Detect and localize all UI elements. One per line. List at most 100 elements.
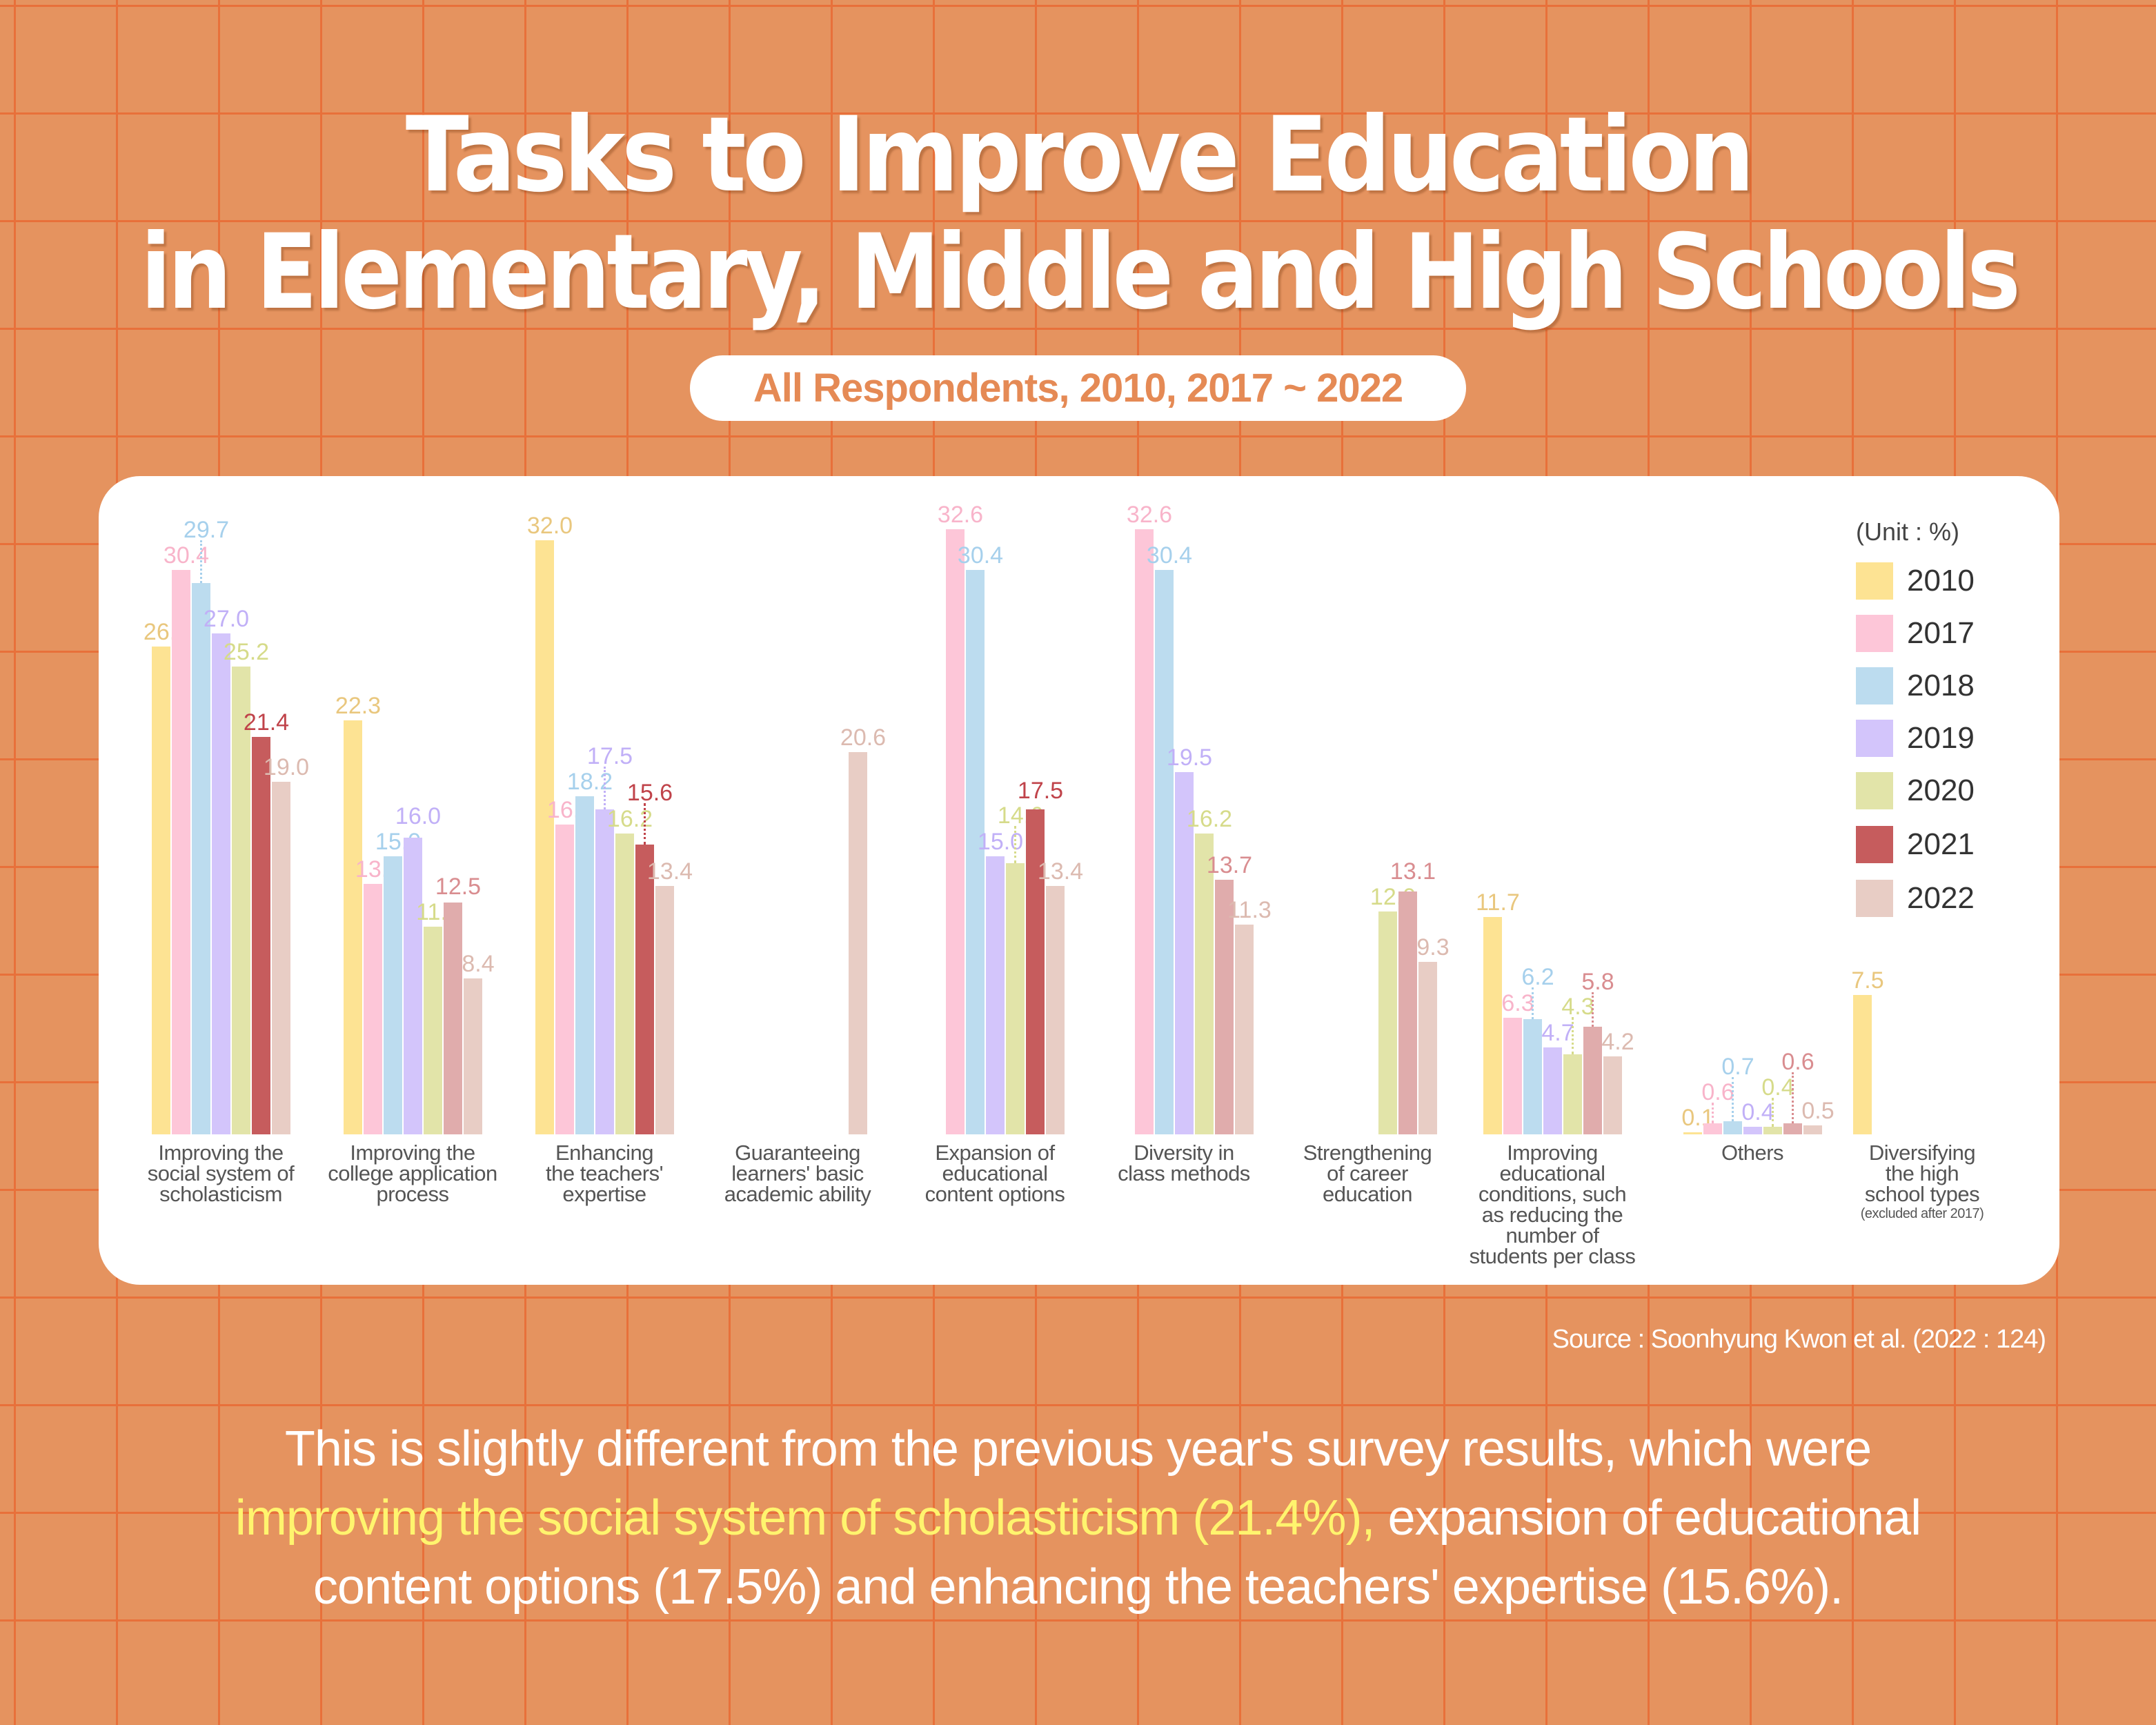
category-label-text: Improving the college application proces… [328,1141,497,1206]
bar-2010 [535,540,554,1134]
legend-label: 2020 [1907,773,1975,807]
value-label: 15.0 [977,828,1024,855]
category-label: Improving the college application proces… [319,1141,506,1206]
bar-2019 [1543,1047,1562,1134]
value-label: 11.3 [1227,897,1272,924]
value-label: 4.2 [1601,1029,1634,1056]
bar-2022 [655,885,674,1134]
legend-swatch [1856,772,1893,809]
bar-2021 [1583,1026,1602,1134]
bar-2022 [848,751,867,1134]
legend-item-2019: 2019 [1856,720,1975,757]
value-label: 0.5 [1801,1097,1834,1124]
summary-line-2: expansion of educational [1374,1490,1921,1546]
bar-2021 [1025,809,1045,1134]
value-label: 13.7 [1206,852,1253,879]
bar-2020 [1563,1054,1582,1134]
value-label: 6.2 [1521,964,1554,991]
bar-2021 [1398,891,1417,1134]
bar-2022 [1603,1056,1622,1134]
bar-2018 [1723,1121,1742,1134]
category-label-text: Diversity in class methods [1118,1141,1250,1185]
bar-2019 [1743,1127,1762,1134]
value-label: 30.4 [1146,542,1193,569]
value-label: 22.3 [335,693,382,720]
legend-item-2018: 2018 [1856,667,1975,704]
value-label: 4.3 [1561,994,1594,1021]
value-label: 12.5 [435,873,482,900]
leader-line [200,540,202,584]
chart-card: (Unit : %) 2010 2017 2018 2019 2020 2021 2022 … [99,476,2059,1285]
value-label: 0.7 [1721,1054,1754,1081]
bar-2022 [1418,961,1437,1134]
value-label: 8.4 [462,951,495,978]
value-label: 0.4 [1761,1074,1794,1101]
category-label: Strengthening of career education [1274,1142,1461,1205]
value-label: 17.5 [586,743,633,770]
leader-line [644,803,646,845]
category-label: Enhancing the teachers' expertise [511,1141,698,1206]
value-label: 27.0 [203,605,250,632]
category-label: Improving the social system of scholasti… [128,1141,314,1206]
category-label-text: Improving the social system of scholasti… [147,1141,295,1206]
leader-line [1532,987,1534,1020]
bar-2021 [251,737,270,1134]
leader-line [1014,826,1016,864]
value-label: 0.6 [1781,1048,1814,1075]
category-note: (excluded after 2017) [1860,1206,1984,1221]
value-label: 16.2 [1186,806,1233,833]
category-label: Improving educational conditions, such a… [1459,1141,1645,1268]
legend-label: 2010 [1907,564,1975,598]
bar-2020 [1194,834,1214,1134]
subtitle-pill: All Respondents, 2010, 2017 ~ 2022 [690,355,1466,421]
value-label: 25.2 [223,639,270,666]
value-label: 30.4 [163,542,210,569]
summary-paragraph: This is slightly different from the prev… [0,1414,2156,1621]
bar-2021 [635,845,654,1134]
category-label: Expansion of educational content options [902,1141,1088,1206]
bar-2020 [231,667,250,1134]
legend-item-2022: 2022 [1856,880,1975,917]
bar-2018 [191,583,210,1134]
value-label: 18.2 [566,769,613,796]
bar-2010 [1683,1132,1702,1134]
bar-2018 [965,570,985,1134]
legend-swatch [1856,880,1893,917]
title-line-1: Tasks to Improve Education [405,95,1754,215]
bar-2018 [383,856,402,1134]
value-label: 13.4 [1037,858,1084,885]
unit-label: (Unit : %) [1856,518,1960,546]
value-label: 19.5 [1166,745,1213,771]
category-label-text: Expansion of educational content options [924,1141,1065,1206]
category-label-text: Diversifying the high school types [1864,1141,1980,1206]
bar-2022 [271,781,290,1134]
bar-2010 [151,646,170,1134]
bar-2020 [1763,1127,1782,1134]
summary-line-2-wrap: improving the social system of scholasti… [235,1483,1921,1552]
summary-line-1: This is slightly different from the prev… [284,1421,1872,1477]
legend-swatch [1856,667,1893,704]
category-label-text: Improving educational conditions, such a… [1469,1141,1636,1268]
value-label: 9.3 [1416,934,1450,960]
category-label-text: Enhancing the teachers' expertise [545,1141,664,1206]
bar-2022 [463,978,482,1134]
value-label: 0.4 [1741,1099,1774,1126]
value-label: 6.3 [1501,989,1534,1016]
value-label: 17.5 [1017,778,1064,805]
bar-2017 [945,529,965,1134]
bar-2018 [1523,1019,1542,1134]
value-label: 0.6 [1701,1078,1734,1105]
value-label: 32.6 [1126,502,1173,529]
bar-2010 [1852,995,1872,1134]
legend-label: 2019 [1907,721,1975,755]
source-note: Source : Soonhyung Kwon et al. (2022 : 1… [1552,1325,2046,1354]
leader-line [1712,1102,1714,1123]
legend-item-2020: 2020 [1856,772,1975,809]
leader-line [1572,1017,1574,1055]
legend-swatch [1856,720,1893,757]
bar-2018 [575,796,594,1134]
bar-2017 [363,883,382,1134]
leader-line [1732,1077,1734,1122]
bar-2020 [615,834,634,1134]
value-label: 13.1 [1389,858,1436,885]
